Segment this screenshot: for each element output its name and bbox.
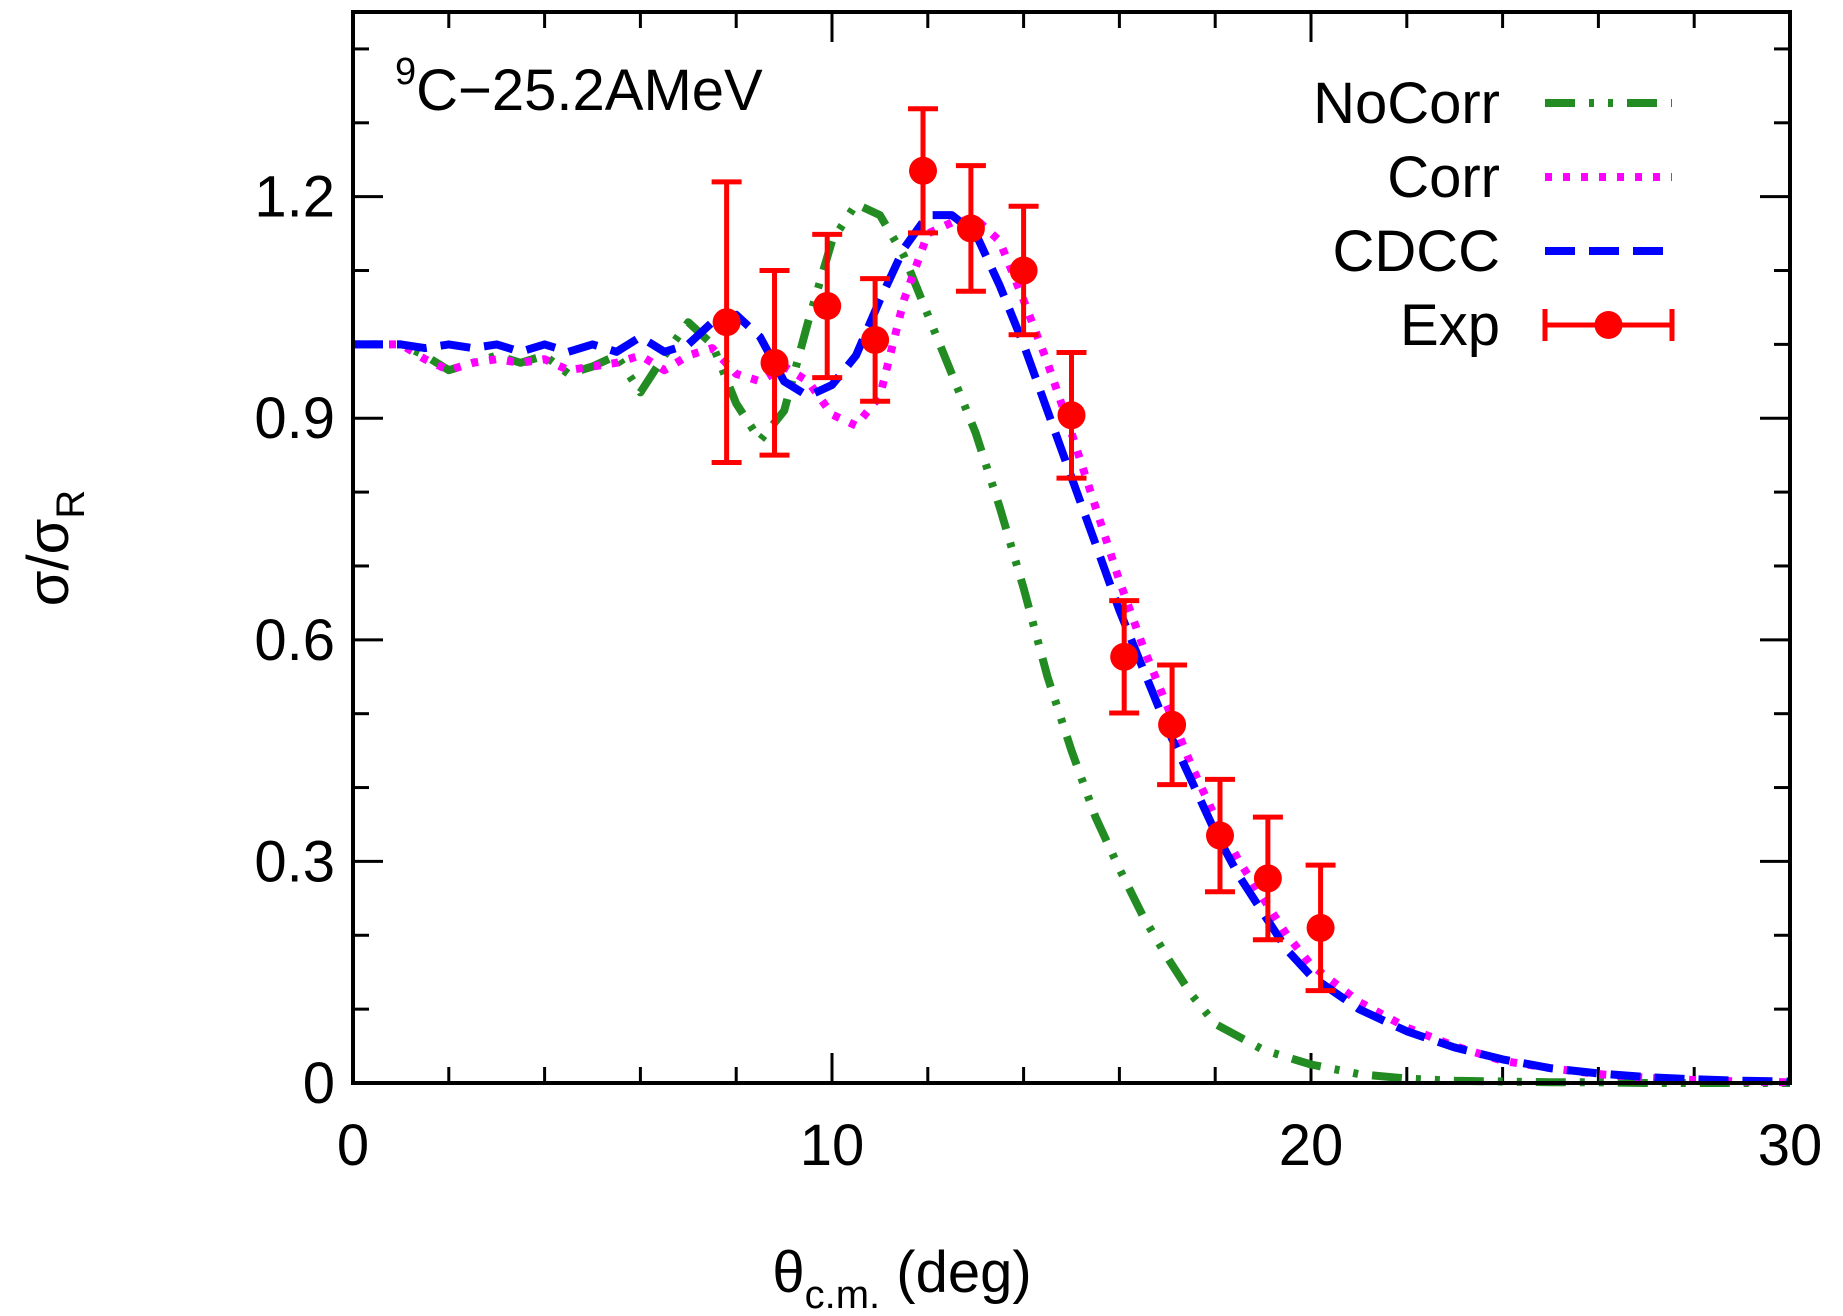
exp-points-layer	[711, 106, 1336, 994]
y-tick-label: 0	[303, 1051, 335, 1116]
exp-marker	[1253, 864, 1282, 893]
y-axis-slash: /	[16, 554, 81, 571]
exp-point	[908, 106, 939, 236]
legend: NoCorr Corr CDCC Exp	[1313, 71, 1675, 358]
x-tick-labels: 0 10 20 30	[337, 1113, 1822, 1178]
y-axis-sigma2: σ	[16, 519, 81, 555]
exp-point	[955, 163, 986, 294]
y-tick-labels: 0 0.3 0.6 0.9 1.2	[254, 165, 335, 1116]
y-axis-sigma: σ	[16, 571, 81, 607]
y-tick-label: 0.6	[254, 608, 335, 673]
exp-marker	[909, 156, 938, 185]
exp-marker	[956, 214, 985, 243]
exp-point	[1252, 814, 1283, 943]
exp-marker	[1110, 642, 1139, 671]
exp-marker	[760, 348, 789, 377]
exp-marker	[861, 325, 890, 354]
exp-marker	[1009, 256, 1038, 285]
exp-point	[1157, 662, 1188, 788]
exp-marker	[813, 291, 842, 320]
exp-point	[1204, 776, 1235, 895]
plot-annotation: 9C−25.2AMeV	[395, 51, 763, 123]
x-tick-label: 30	[1758, 1113, 1823, 1178]
exp-point	[759, 268, 790, 458]
series-line-nocorr	[353, 200, 1790, 1087]
x-tick-label: 10	[800, 1113, 865, 1178]
x-axis-symbol: θ	[772, 1240, 804, 1305]
legend-swatch-exp-marker	[1594, 311, 1623, 339]
y-axis-label: σ/σR	[16, 490, 93, 607]
exp-point	[1109, 598, 1140, 716]
exp-point	[860, 276, 891, 404]
y-axis-subscript: R	[49, 490, 93, 519]
legend-label-exp: Exp	[1400, 293, 1500, 358]
y-tick-label: 1.2	[254, 165, 335, 230]
x-axis-label: θc.m. (deg)	[772, 1240, 1031, 1316]
series-line-cdcc	[353, 211, 1791, 1086]
legend-label-cdcc: CDCC	[1332, 219, 1500, 284]
exp-point	[1305, 862, 1336, 994]
y-tick-label: 0.3	[254, 829, 335, 894]
curves-layer	[353, 200, 1791, 1087]
x-axis-rest: (deg)	[880, 1240, 1032, 1305]
x-axis-subscript: c.m.	[805, 1273, 881, 1316]
y-tick-label: 0.9	[254, 386, 335, 451]
plot-frame	[351, 10, 1792, 1085]
exp-marker	[1158, 710, 1187, 739]
legend-label-corr: Corr	[1387, 145, 1500, 210]
exp-marker	[1205, 821, 1234, 850]
annotation-superscript: 9	[395, 51, 416, 93]
exp-point	[812, 231, 843, 381]
exp-point	[711, 179, 742, 466]
x-tick-label: 20	[1279, 1113, 1344, 1178]
exp-marker	[712, 308, 741, 337]
exp-point	[1008, 203, 1039, 338]
x-tick-label: 0	[337, 1113, 369, 1178]
legend-label-nocorr: NoCorr	[1313, 71, 1500, 136]
ticks-layer	[351, 12, 1792, 1085]
annotation-text: C−25.2AMeV	[416, 58, 763, 123]
exp-point	[1056, 350, 1087, 481]
exp-marker	[1306, 913, 1335, 942]
exp-marker	[1057, 401, 1086, 430]
